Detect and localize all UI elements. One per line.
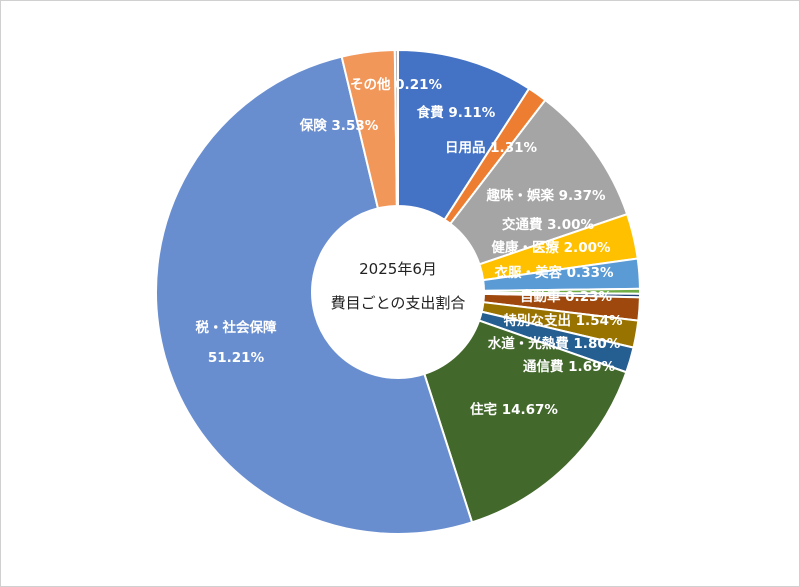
donut-hole <box>312 206 484 378</box>
center-title-line1: 2025年6月 <box>359 260 437 278</box>
slice-label-9: 通信費 1.69% <box>523 358 616 375</box>
slice-labels: 食費 9.11% 日用品 1.31% 趣味・娯楽 9.37% 交通費 3.00% 健康・… <box>196 76 623 418</box>
slice-label-8: 水道・光熱費 1.80% <box>488 335 621 352</box>
slice-label-0: 食費 9.11% <box>417 104 496 121</box>
slice-label-10: 住宅 14.67% <box>470 401 558 418</box>
slice-label-7: 特別な支出 1.54% <box>503 312 623 329</box>
slice-label-12: 保険 3.53% <box>299 117 379 134</box>
slice-label-3: 交通費 3.00% <box>502 216 595 233</box>
slice-label-1: 日用品 1.31% <box>445 140 538 156</box>
slice-label-4: 健康・医療 2.00% <box>491 239 611 256</box>
donut-slices <box>155 48 642 535</box>
slice-label-6: 自動車 0.23% <box>520 288 613 305</box>
center-title-line2: 費目ごとの支出割合 <box>331 294 466 312</box>
slice-label-13: その他 0.21% <box>350 76 443 93</box>
slice-label-5: 衣服・美容 0.33% <box>494 264 614 281</box>
slice-label-11: 税・社会保障 51.21% <box>196 319 277 366</box>
slice-label-2: 趣味・娯楽 9.37% <box>485 187 606 204</box>
